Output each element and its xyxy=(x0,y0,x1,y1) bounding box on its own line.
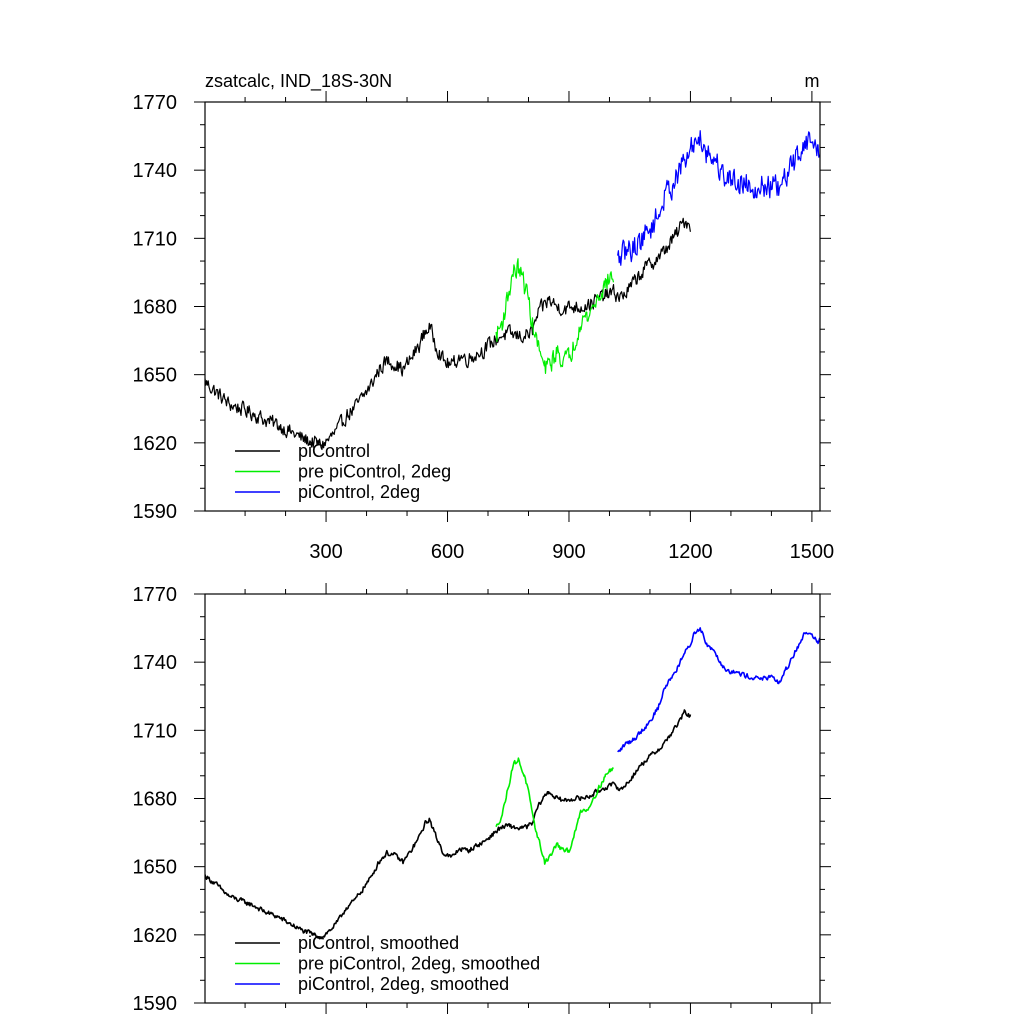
y-tick-label: 1710 xyxy=(133,720,178,742)
axis-ticks xyxy=(194,91,831,522)
x-tick-label: 300 xyxy=(309,541,342,563)
axis-ticks xyxy=(194,583,831,1014)
x-tick-label: 1500 xyxy=(790,541,835,563)
legend-label: pre piControl, 2deg, smoothed xyxy=(298,954,540,974)
y-tick-label: 1770 xyxy=(133,584,178,606)
y-tick-label: 1620 xyxy=(133,433,178,455)
y-tick-label: 1650 xyxy=(133,857,178,879)
y-tick-label: 1590 xyxy=(133,993,178,1015)
chart-title: zsatcalc, IND_18S-30N xyxy=(205,71,392,92)
y-tick-label: 1590 xyxy=(133,501,178,523)
legend-label: piControl, smoothed xyxy=(298,933,459,953)
chart-units: m xyxy=(805,71,820,91)
y-tick-label: 1680 xyxy=(133,789,178,811)
legend-label: piControl, 2deg xyxy=(298,482,420,502)
legend-label: piControl, 2deg, smoothed xyxy=(298,974,509,994)
chart-panel-2: 1590 1620 1650 1680 1710 1740 1770 piControl, s… xyxy=(133,583,831,1015)
y-tick-label: 1680 xyxy=(133,297,178,319)
series-line-3 xyxy=(617,130,820,266)
legend-label: piControl xyxy=(298,441,370,461)
x-tick-label: 900 xyxy=(552,541,585,563)
legend-label: pre piControl, 2deg xyxy=(298,462,451,482)
series-line-3 xyxy=(617,627,820,753)
x-tick-label: 1200 xyxy=(668,541,713,563)
y-tick-label: 1650 xyxy=(133,365,178,387)
y-tick-label: 1740 xyxy=(133,652,178,674)
y-tick-label: 1710 xyxy=(133,228,178,250)
series-line-1 xyxy=(205,217,691,451)
y-tick-label: 1620 xyxy=(133,925,178,947)
y-tick-label: 1740 xyxy=(133,160,178,182)
chart-panel-1: 1590 1620 1650 1680 1710 1740 1770 300 600 900 120… xyxy=(133,71,835,563)
y-tick-label: 1770 xyxy=(133,92,178,114)
series-line-2 xyxy=(495,258,615,374)
series-line-2 xyxy=(495,757,614,865)
series-line-1 xyxy=(205,709,692,940)
x-tick-label: 600 xyxy=(431,541,464,563)
series-group xyxy=(205,627,820,940)
series-group xyxy=(205,130,820,451)
